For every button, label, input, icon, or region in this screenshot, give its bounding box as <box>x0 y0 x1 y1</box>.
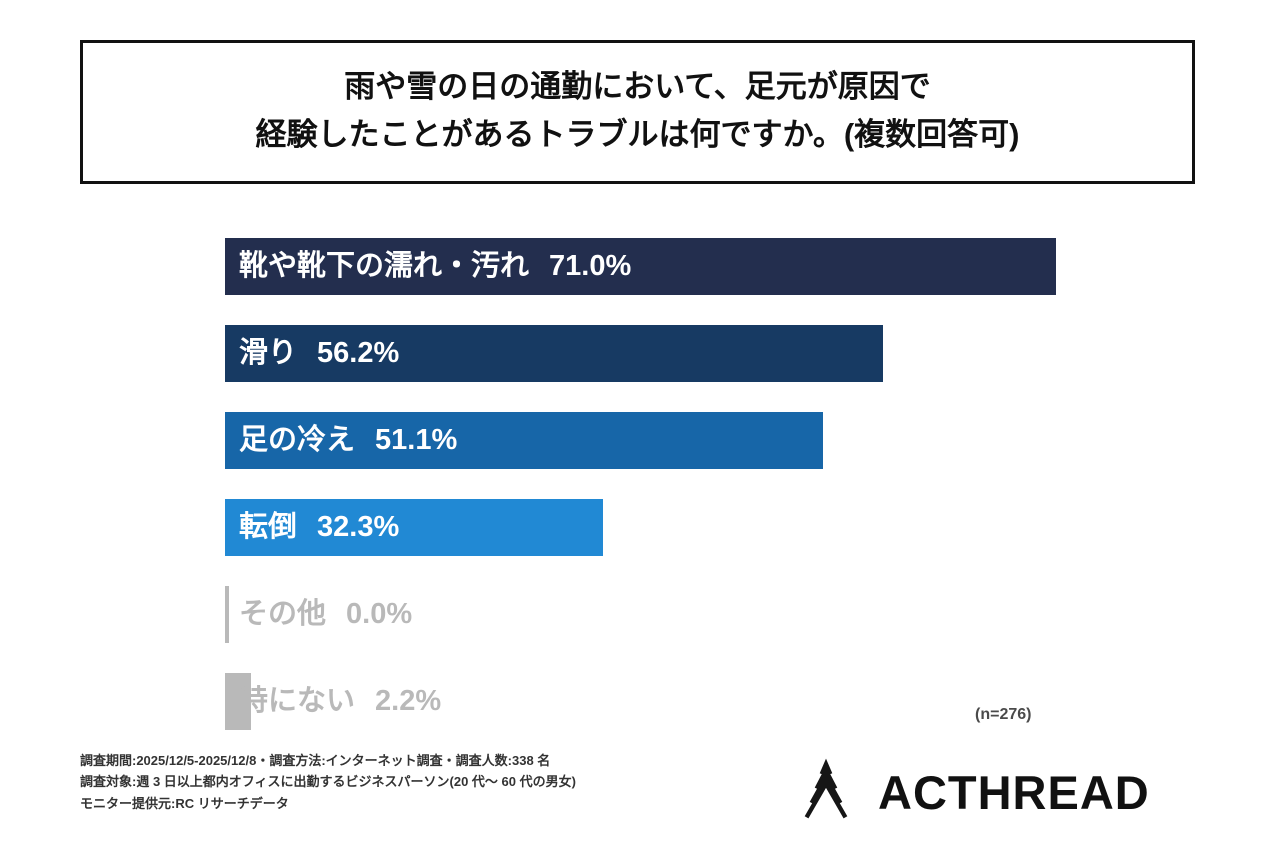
bar-row: 足の冷え 51.1% <box>225 412 1225 469</box>
note-line-2: 調査対象:週 3 日以上都内オフィスに出勤するビジネスパーソン(20 代〜 60… <box>80 774 576 790</box>
title-line-2: 経験したことがあるトラブルは何ですか。(複数回答可) <box>255 117 1020 153</box>
bar-label: 足の冷え <box>239 424 356 456</box>
bar-row: その他 0.0% <box>225 586 1225 643</box>
survey-question-title: 雨や雪の日の通勤において、足元が原因で 経験したことがあるトラブルは何ですか。(… <box>80 40 1195 185</box>
stacked-chevron-pyramid-icon <box>790 756 862 829</box>
bar-row: 特にない 2.2% <box>225 673 1225 730</box>
bar-text: その他 0.0% <box>239 586 412 643</box>
bar-value: 56.2% <box>317 337 400 369</box>
bar-value: 51.1% <box>375 424 458 456</box>
acthread-logo: ACTHREAD <box>790 756 1150 829</box>
bar-label: 滑り <box>239 337 298 369</box>
bar-text: 特にない 2.2% <box>239 673 441 730</box>
bar <box>225 673 251 730</box>
bar-text: 転倒 32.3% <box>239 499 399 556</box>
title-line-1: 雨や雪の日の通勤において、足元が原因で <box>344 69 931 104</box>
bar-value: 0.0% <box>346 598 413 630</box>
acthread-logo-text: ACTHREAD <box>878 766 1150 819</box>
bar-row: 靴や靴下の濡れ・汚れ 71.0% <box>225 238 1225 295</box>
bar <box>225 499 603 556</box>
note-line-1: 調査期間:2025/12/5-2025/12/8・調査方法:インターネット調査・… <box>80 753 551 768</box>
bar-label: 特にない <box>239 685 356 717</box>
bar-text: 靴や靴下の濡れ・汚れ 71.0% <box>239 238 631 295</box>
bar-label: その他 <box>239 598 327 630</box>
bar <box>225 325 883 382</box>
bar-row: 転倒 32.3% <box>225 499 1225 556</box>
sample-size-label: (n=276) <box>975 706 1032 723</box>
bar-row: 滑り 56.2% <box>225 325 1225 382</box>
bar-text: 滑り 56.2% <box>239 325 399 382</box>
horizontal-bar-chart: 靴や靴下の濡れ・汚れ 71.0% 滑り 56.2% 足の冷え 51.1% 転倒 32.3… <box>225 238 1225 760</box>
bar-label: 靴や靴下の濡れ・汚れ <box>239 250 530 282</box>
bar <box>225 412 823 469</box>
bar <box>225 586 229 643</box>
survey-notes: 調査期間:2025/12/5-2025/12/8・調査方法:インターネット調査・… <box>80 750 576 814</box>
bar-label: 転倒 <box>239 511 298 543</box>
bar <box>225 238 1056 295</box>
bar-text: 足の冷え 51.1% <box>239 412 457 469</box>
note-line-3: モニター提供元:RC リサーチデータ <box>80 795 289 811</box>
bar-value: 32.3% <box>317 511 400 543</box>
bar-value: 2.2% <box>375 685 442 717</box>
bar-value: 71.0% <box>549 250 632 282</box>
